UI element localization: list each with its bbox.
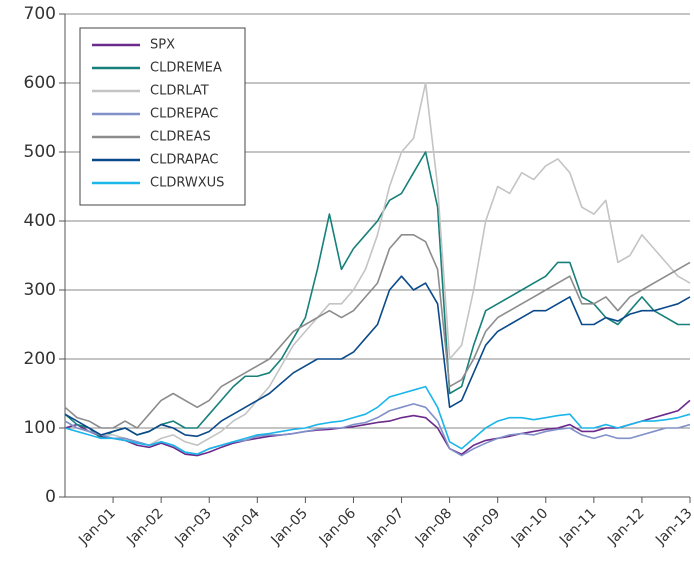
x-tick-label: Jan-13	[652, 505, 694, 548]
x-tick-label: Jan-12	[604, 505, 647, 548]
series-line	[64, 82, 691, 447]
series-line	[64, 234, 691, 429]
x-tick-label: Jan-03	[171, 505, 214, 548]
y-tick-label: 100	[24, 418, 56, 438]
legend-label: CLDREAS	[150, 130, 211, 145]
legend-label: CLDREMEA	[150, 61, 222, 76]
legend-label: CLDRWXUS	[150, 176, 224, 191]
series-line	[64, 399, 691, 457]
y-tick-label: 400	[24, 211, 56, 231]
y-tick-label: 300	[24, 280, 56, 300]
series-line	[64, 151, 690, 440]
x-tick-label: Jan-07	[364, 505, 407, 548]
legend: SPX CLDREMEA CLDRLAT CLDREPAC CLDREAS CLDRAPA…	[79, 27, 246, 206]
x-tick-label: Jan-06	[316, 505, 360, 549]
y-tick-label: 200	[24, 349, 56, 369]
x-tick-label: Jan-02	[123, 505, 166, 548]
x-tick-label: Jan-04	[220, 505, 264, 549]
x-tick-label: Jan-01	[75, 505, 118, 548]
legend-box	[79, 27, 246, 206]
series-line	[64, 403, 691, 457]
y-tick-label: 0	[45, 487, 56, 507]
x-tick-label: Jan-10	[508, 505, 551, 548]
x-tick-label: Jan-09	[460, 505, 503, 548]
x-tick-label: Jan-08	[412, 505, 455, 548]
legend-label: CLDRAPAC	[150, 153, 218, 168]
x-tick-label: Jan-11	[556, 505, 599, 548]
x-tick-label: Jan-05	[268, 505, 311, 548]
legend-label: CLDRLAT	[150, 84, 209, 99]
legend-label: SPX	[150, 38, 175, 53]
legend-label: CLDREPAC	[150, 107, 218, 122]
y-tick-label: 500	[24, 142, 56, 162]
series-line	[64, 385, 691, 456]
y-tick-label: 600	[24, 73, 56, 93]
series-line	[64, 275, 691, 438]
y-tick-label: 700	[24, 4, 56, 24]
